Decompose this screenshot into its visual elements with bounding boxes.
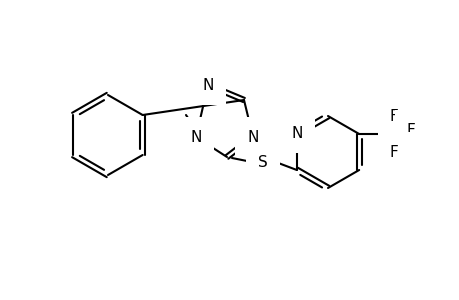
Text: F: F <box>406 122 414 137</box>
Text: N: N <box>247 130 258 145</box>
Text: N: N <box>291 125 302 140</box>
Text: N: N <box>190 130 201 145</box>
Text: S: S <box>257 154 267 169</box>
Text: F: F <box>389 145 397 160</box>
Text: N: N <box>202 77 213 92</box>
Text: F: F <box>389 109 397 124</box>
